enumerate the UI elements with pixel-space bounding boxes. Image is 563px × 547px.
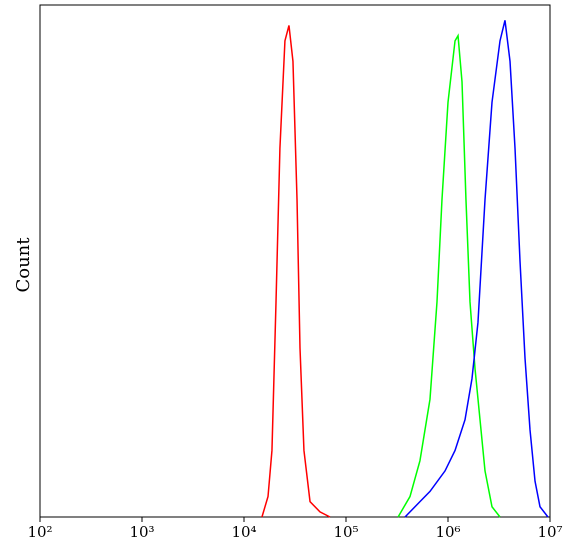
x-tick-label: 10⁴ — [231, 523, 256, 541]
x-tick-label: 10² — [27, 523, 52, 541]
x-tick-label: 10⁶ — [435, 523, 460, 541]
x-tick-label: 10⁷ — [537, 523, 562, 541]
y-axis-label: Count — [13, 237, 34, 293]
plot-frame — [39, 4, 551, 518]
series-line — [404, 20, 549, 518]
series-line — [397, 33, 501, 518]
x-tick-label: 10³ — [129, 523, 154, 541]
series-line — [261, 25, 331, 518]
x-tick-label: 10⁵ — [333, 523, 358, 541]
